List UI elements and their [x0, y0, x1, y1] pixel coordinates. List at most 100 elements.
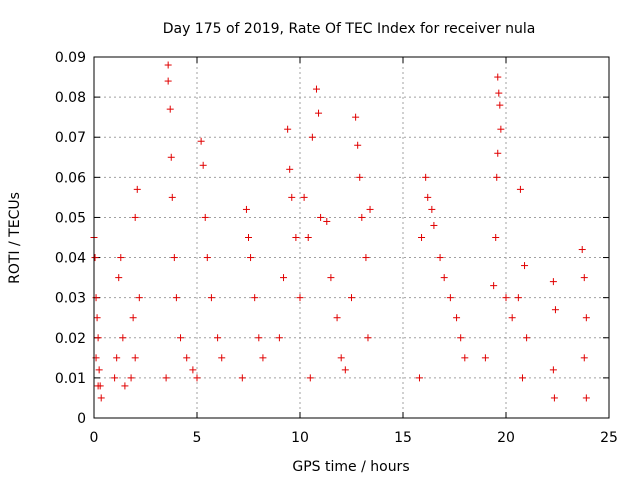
data-point	[461, 354, 469, 362]
data-point	[242, 205, 250, 213]
data-point	[424, 193, 432, 201]
data-point	[121, 382, 129, 390]
data-point	[251, 294, 259, 302]
y-tick-label: 0.06	[55, 170, 86, 186]
data-point	[508, 314, 516, 322]
data-point	[162, 374, 170, 382]
data-point	[495, 89, 503, 97]
data-point	[315, 109, 323, 117]
y-tick-label: 0.09	[55, 50, 86, 66]
data-point	[119, 334, 127, 342]
data-point	[337, 354, 345, 362]
data-point	[97, 394, 105, 402]
data-point	[170, 254, 178, 262]
data-point	[296, 294, 304, 302]
data-point	[113, 354, 121, 362]
y-tick-label: 0.08	[55, 90, 86, 106]
data-point	[428, 205, 436, 213]
data-point	[306, 374, 314, 382]
data-point	[446, 294, 454, 302]
x-tick-label: 0	[90, 430, 99, 446]
data-point	[312, 85, 320, 93]
data-point	[177, 334, 185, 342]
data-point	[415, 374, 423, 382]
data-point	[490, 282, 498, 290]
data-point	[247, 254, 255, 262]
data-point	[275, 334, 283, 342]
plot-frame	[93, 56, 610, 419]
data-point	[111, 374, 119, 382]
data-point	[308, 133, 316, 141]
data-point	[422, 173, 430, 181]
data-point	[115, 274, 123, 282]
data-point	[362, 254, 370, 262]
data-point	[133, 185, 141, 193]
data-point	[356, 173, 364, 181]
data-point	[549, 278, 557, 286]
data-point	[516, 185, 524, 193]
data-point	[284, 125, 292, 133]
y-axis-label: ROTI / TECUs	[7, 192, 23, 284]
data-point	[549, 366, 557, 374]
data-point	[582, 314, 590, 322]
data-point	[93, 314, 101, 322]
y-tick-label: 0.04	[55, 251, 86, 267]
data-point	[494, 73, 502, 81]
data-point	[183, 354, 191, 362]
data-point	[189, 366, 197, 374]
data-point	[193, 374, 201, 382]
data-point	[418, 234, 426, 241]
data-point	[502, 294, 510, 302]
y-tick-label: 0.05	[55, 210, 86, 226]
data-point	[550, 394, 558, 402]
data-point	[582, 394, 590, 402]
data-point	[292, 234, 300, 241]
data-point	[358, 213, 366, 221]
data-point	[580, 354, 588, 362]
data-point	[203, 254, 211, 262]
data-point	[259, 354, 267, 362]
data-point	[214, 334, 222, 342]
data-point	[131, 213, 139, 221]
data-point	[323, 217, 331, 225]
data-point	[288, 193, 296, 201]
data-point	[218, 354, 226, 362]
data-point	[551, 306, 559, 314]
data-point	[333, 314, 341, 322]
data-point	[580, 274, 588, 282]
data-point	[172, 294, 180, 302]
data-point	[245, 234, 252, 241]
x-tick-label: 10	[291, 430, 309, 446]
y-tick-label: 0.01	[55, 371, 86, 387]
x-axis-label: GPS time / hours	[292, 459, 409, 475]
data-point	[300, 193, 308, 201]
data-point	[514, 294, 522, 302]
data-point	[197, 137, 205, 145]
data-point	[94, 382, 102, 390]
y-tick-label: 0.02	[55, 331, 86, 347]
data-point	[354, 141, 362, 149]
data-point	[286, 165, 294, 173]
data-point	[127, 374, 135, 382]
data-point	[436, 254, 444, 262]
data-point	[201, 213, 209, 221]
data-point	[168, 193, 176, 201]
data-point	[521, 262, 529, 270]
data-point	[164, 61, 172, 69]
data-point	[164, 77, 172, 85]
data-point	[430, 221, 438, 229]
data-point	[317, 213, 325, 221]
data-point	[364, 334, 372, 342]
data-point	[199, 161, 207, 169]
y-tick-label: 0.03	[55, 291, 86, 307]
data-point	[348, 294, 355, 302]
data-point	[352, 113, 360, 121]
chart-title: Day 175 of 2019, Rate Of TEC Index for r…	[163, 21, 536, 37]
data-points	[90, 61, 590, 402]
data-point	[494, 149, 502, 157]
data-point	[327, 274, 335, 282]
data-point	[238, 374, 246, 382]
data-point	[578, 246, 586, 254]
axis-ticks: 0 0.01 0.02 0.03 0.04 0.05 0.06 0.07 0.08 0.09 0 5 1…	[55, 50, 618, 446]
